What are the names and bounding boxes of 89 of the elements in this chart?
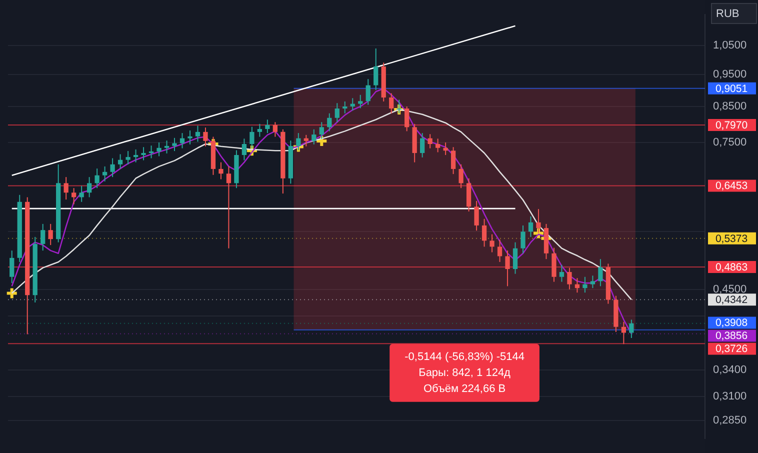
candlestick — [404, 106, 410, 132]
candlestick — [86, 176, 92, 198]
y-tick-label: 0,3100 — [713, 390, 747, 403]
candlestick — [520, 224, 526, 254]
candlestick — [48, 223, 53, 246]
candlestick — [505, 250, 510, 287]
candlestick — [552, 247, 556, 282]
candlestick — [296, 132, 301, 151]
ref-line-label: 0,4342 — [715, 294, 748, 306]
y-axis-title: RUB — [716, 8, 740, 20]
candlestick — [319, 122, 324, 140]
candlestick — [366, 78, 370, 106]
candlestick — [10, 250, 14, 284]
candlestick — [474, 200, 479, 232]
candlestick — [64, 176, 68, 200]
y-tick-label: 0,2850 — [713, 414, 747, 427]
candlestick — [257, 123, 262, 138]
y-tick-label: 0,7500 — [713, 136, 747, 149]
candlestick — [203, 127, 208, 147]
candlestick — [536, 208, 541, 234]
candlestick — [126, 150, 130, 165]
candlestick — [188, 130, 192, 145]
candlestick — [79, 185, 84, 202]
candlestick — [621, 321, 626, 345]
candlestick — [490, 234, 494, 253]
candlestick — [342, 100, 348, 114]
candlestick — [590, 275, 596, 289]
candlestick — [272, 122, 278, 138]
candlestick — [265, 119, 270, 134]
candlestick — [195, 125, 200, 142]
ref-line-label: 0,5373 — [715, 232, 748, 245]
point — [5, 286, 18, 300]
candlestick — [172, 137, 177, 152]
candlestick — [312, 128, 316, 145]
candlestick — [420, 132, 425, 158]
y-tick-label: 1,0500 — [713, 40, 747, 52]
candlestick — [110, 158, 115, 178]
candlestick — [567, 267, 572, 290]
candlestick — [450, 146, 456, 175]
candlestick — [218, 162, 224, 180]
candlestick — [629, 319, 634, 338]
candlestick — [482, 218, 487, 248]
y-tick-label: 0,9500 — [713, 68, 747, 81]
ref-line-label: 0,9051 — [715, 82, 748, 95]
ref-line-label: 0,3726 — [715, 343, 748, 356]
candlestick — [164, 140, 170, 154]
candlestick — [428, 134, 432, 149]
candlestick — [559, 264, 564, 282]
y-tick-label: 0,3400 — [713, 364, 747, 376]
ref-line-label: 0,3856 — [715, 330, 748, 342]
ref-line-label: 0,3908 — [715, 317, 748, 330]
candlestick — [574, 278, 580, 294]
ref-line-label: 0,6453 — [715, 180, 748, 192]
candlestick — [141, 146, 146, 161]
candlestick — [40, 223, 46, 252]
annotation: Объём 224,66 B — [423, 382, 506, 395]
candlestick — [466, 178, 472, 212]
candlestick — [528, 216, 534, 238]
candlestick — [72, 188, 76, 205]
candlestick — [389, 92, 394, 114]
y-tick-label: 0,8500 — [713, 100, 747, 113]
candlestick — [598, 258, 603, 287]
annotation: Бары: 842, 1 124д — [418, 366, 512, 379]
candlestick — [512, 242, 518, 274]
candlestick — [435, 138, 440, 153]
candlestick — [250, 126, 254, 149]
candlestick — [582, 276, 588, 294]
candlestick — [350, 98, 355, 112]
candlestick — [374, 48, 378, 91]
candlestick — [118, 154, 123, 170]
candlestick — [156, 142, 162, 157]
candlestick — [226, 166, 232, 249]
candlestick — [327, 112, 332, 132]
candlestick — [396, 99, 402, 114]
candlestick — [334, 102, 340, 123]
annotation: -0,5144 (-56,83%) -5144 — [404, 350, 524, 363]
candlestick — [133, 148, 138, 163]
candlestick — [148, 145, 154, 159]
candlestick — [94, 168, 100, 189]
candlestick — [443, 142, 448, 156]
candlestick — [242, 138, 247, 161]
candlestick — [458, 164, 464, 189]
candlestick — [102, 166, 108, 182]
y-tick-label: 0,4500 — [713, 283, 747, 296]
candlestick — [497, 239, 502, 262]
ref-line-label: 0,4863 — [715, 261, 748, 274]
candlestick — [304, 134, 308, 147]
ref-line-label: 0,7970 — [715, 119, 748, 132]
candlestick — [358, 94, 363, 109]
